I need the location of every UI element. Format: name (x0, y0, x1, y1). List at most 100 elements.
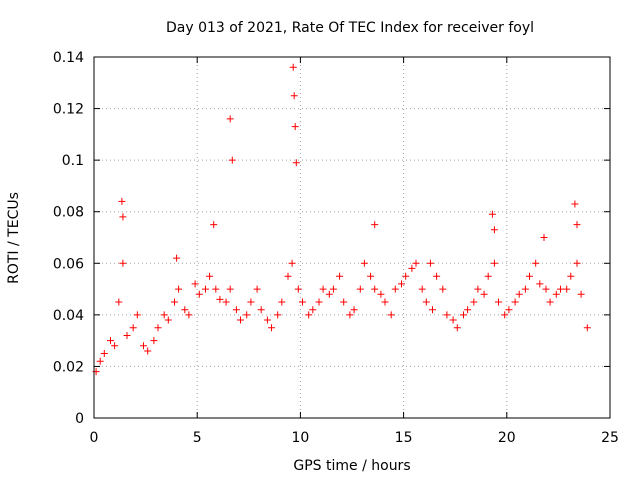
data-point (449, 316, 457, 324)
y-tick-label: 0.08 (53, 205, 84, 221)
data-point (202, 285, 209, 293)
data-point (171, 298, 178, 306)
data-point (305, 311, 313, 319)
y-tick-label: 0.04 (53, 308, 84, 324)
data-point (253, 285, 261, 293)
data-point (521, 285, 529, 293)
data-point (412, 259, 420, 267)
data-point (100, 350, 108, 357)
data-point (237, 316, 244, 324)
data-point (226, 285, 234, 293)
data-point (263, 316, 271, 324)
data-point (377, 290, 385, 298)
data-point (291, 123, 299, 131)
data-point (542, 285, 550, 293)
data-point (228, 156, 236, 164)
data-point (511, 298, 519, 306)
data-point (340, 298, 348, 306)
data-point (164, 316, 172, 324)
data-point (325, 290, 333, 298)
data-point (501, 311, 509, 319)
data-point (443, 311, 451, 319)
data-point (232, 306, 240, 314)
data-point (577, 290, 585, 298)
data-point (289, 63, 297, 71)
data-point (111, 342, 119, 350)
y-tick-label: 0.1 (62, 153, 84, 169)
grid-lines (94, 57, 610, 418)
data-point (160, 311, 168, 319)
y-axis-label: ROTI / TECUs (6, 192, 22, 284)
data-point (154, 324, 162, 332)
axis-ticks: 0 5 10 15 20 25 0 0.02 0.04 0.06 0.08 0.1 0.12 0.14 (53, 50, 619, 446)
data-point (299, 298, 306, 306)
data-point (398, 280, 405, 288)
data-point (107, 337, 114, 345)
data-point (119, 259, 127, 267)
data-point (552, 290, 560, 298)
data-point (290, 92, 298, 100)
data-point (315, 298, 323, 306)
data-point (119, 213, 127, 221)
data-point (319, 285, 327, 293)
data-point (583, 324, 591, 332)
data-point (567, 272, 575, 280)
x-tick-label: 20 (498, 430, 516, 446)
data-point (210, 221, 218, 229)
data-point (429, 306, 436, 314)
y-tick-label: 0.12 (53, 102, 84, 118)
data-point (453, 324, 461, 332)
data-point (292, 159, 300, 167)
data-point (557, 285, 564, 293)
data-point (381, 298, 389, 306)
data-point (350, 306, 358, 314)
data-point (268, 324, 275, 332)
data-point (356, 285, 364, 293)
data-point (505, 306, 513, 314)
data-point (309, 306, 317, 314)
data-point (433, 272, 441, 280)
data-point (460, 311, 467, 319)
data-point (206, 272, 214, 280)
data-point (181, 306, 189, 314)
data-point (391, 285, 399, 293)
data-point (474, 285, 482, 293)
data-point (573, 259, 581, 267)
data-point (123, 332, 131, 339)
data-point (274, 311, 282, 319)
data-point (173, 254, 181, 262)
data-point (195, 290, 203, 298)
data-point (129, 324, 137, 332)
data-point (371, 285, 379, 293)
y-tick-label: 0 (75, 411, 84, 427)
data-point (488, 210, 496, 218)
data-point (222, 298, 230, 306)
y-tick-label: 0.06 (53, 256, 84, 272)
data-point (185, 311, 193, 319)
plot-frame (93, 56, 611, 419)
data-point (495, 298, 502, 306)
data-point (360, 259, 368, 267)
data-point (470, 298, 478, 306)
data-point (490, 226, 498, 234)
data-point (150, 337, 158, 345)
data-point (288, 259, 296, 267)
data-point (387, 311, 395, 319)
y-tick-label: 0.02 (53, 359, 84, 375)
data-point (247, 298, 255, 306)
data-point (540, 234, 548, 241)
data-point (490, 259, 498, 267)
data-point (515, 290, 523, 298)
data-point (573, 221, 581, 229)
x-tick-label: 15 (395, 430, 413, 446)
data-point (144, 347, 152, 355)
y-tick-label: 0.14 (53, 50, 84, 66)
data-point (532, 259, 540, 267)
data-point (563, 285, 571, 293)
data-point (418, 285, 426, 293)
data-point (294, 285, 302, 293)
data-point (439, 285, 447, 293)
data-point (526, 272, 533, 280)
x-axis-label: GPS time / hours (293, 458, 410, 474)
